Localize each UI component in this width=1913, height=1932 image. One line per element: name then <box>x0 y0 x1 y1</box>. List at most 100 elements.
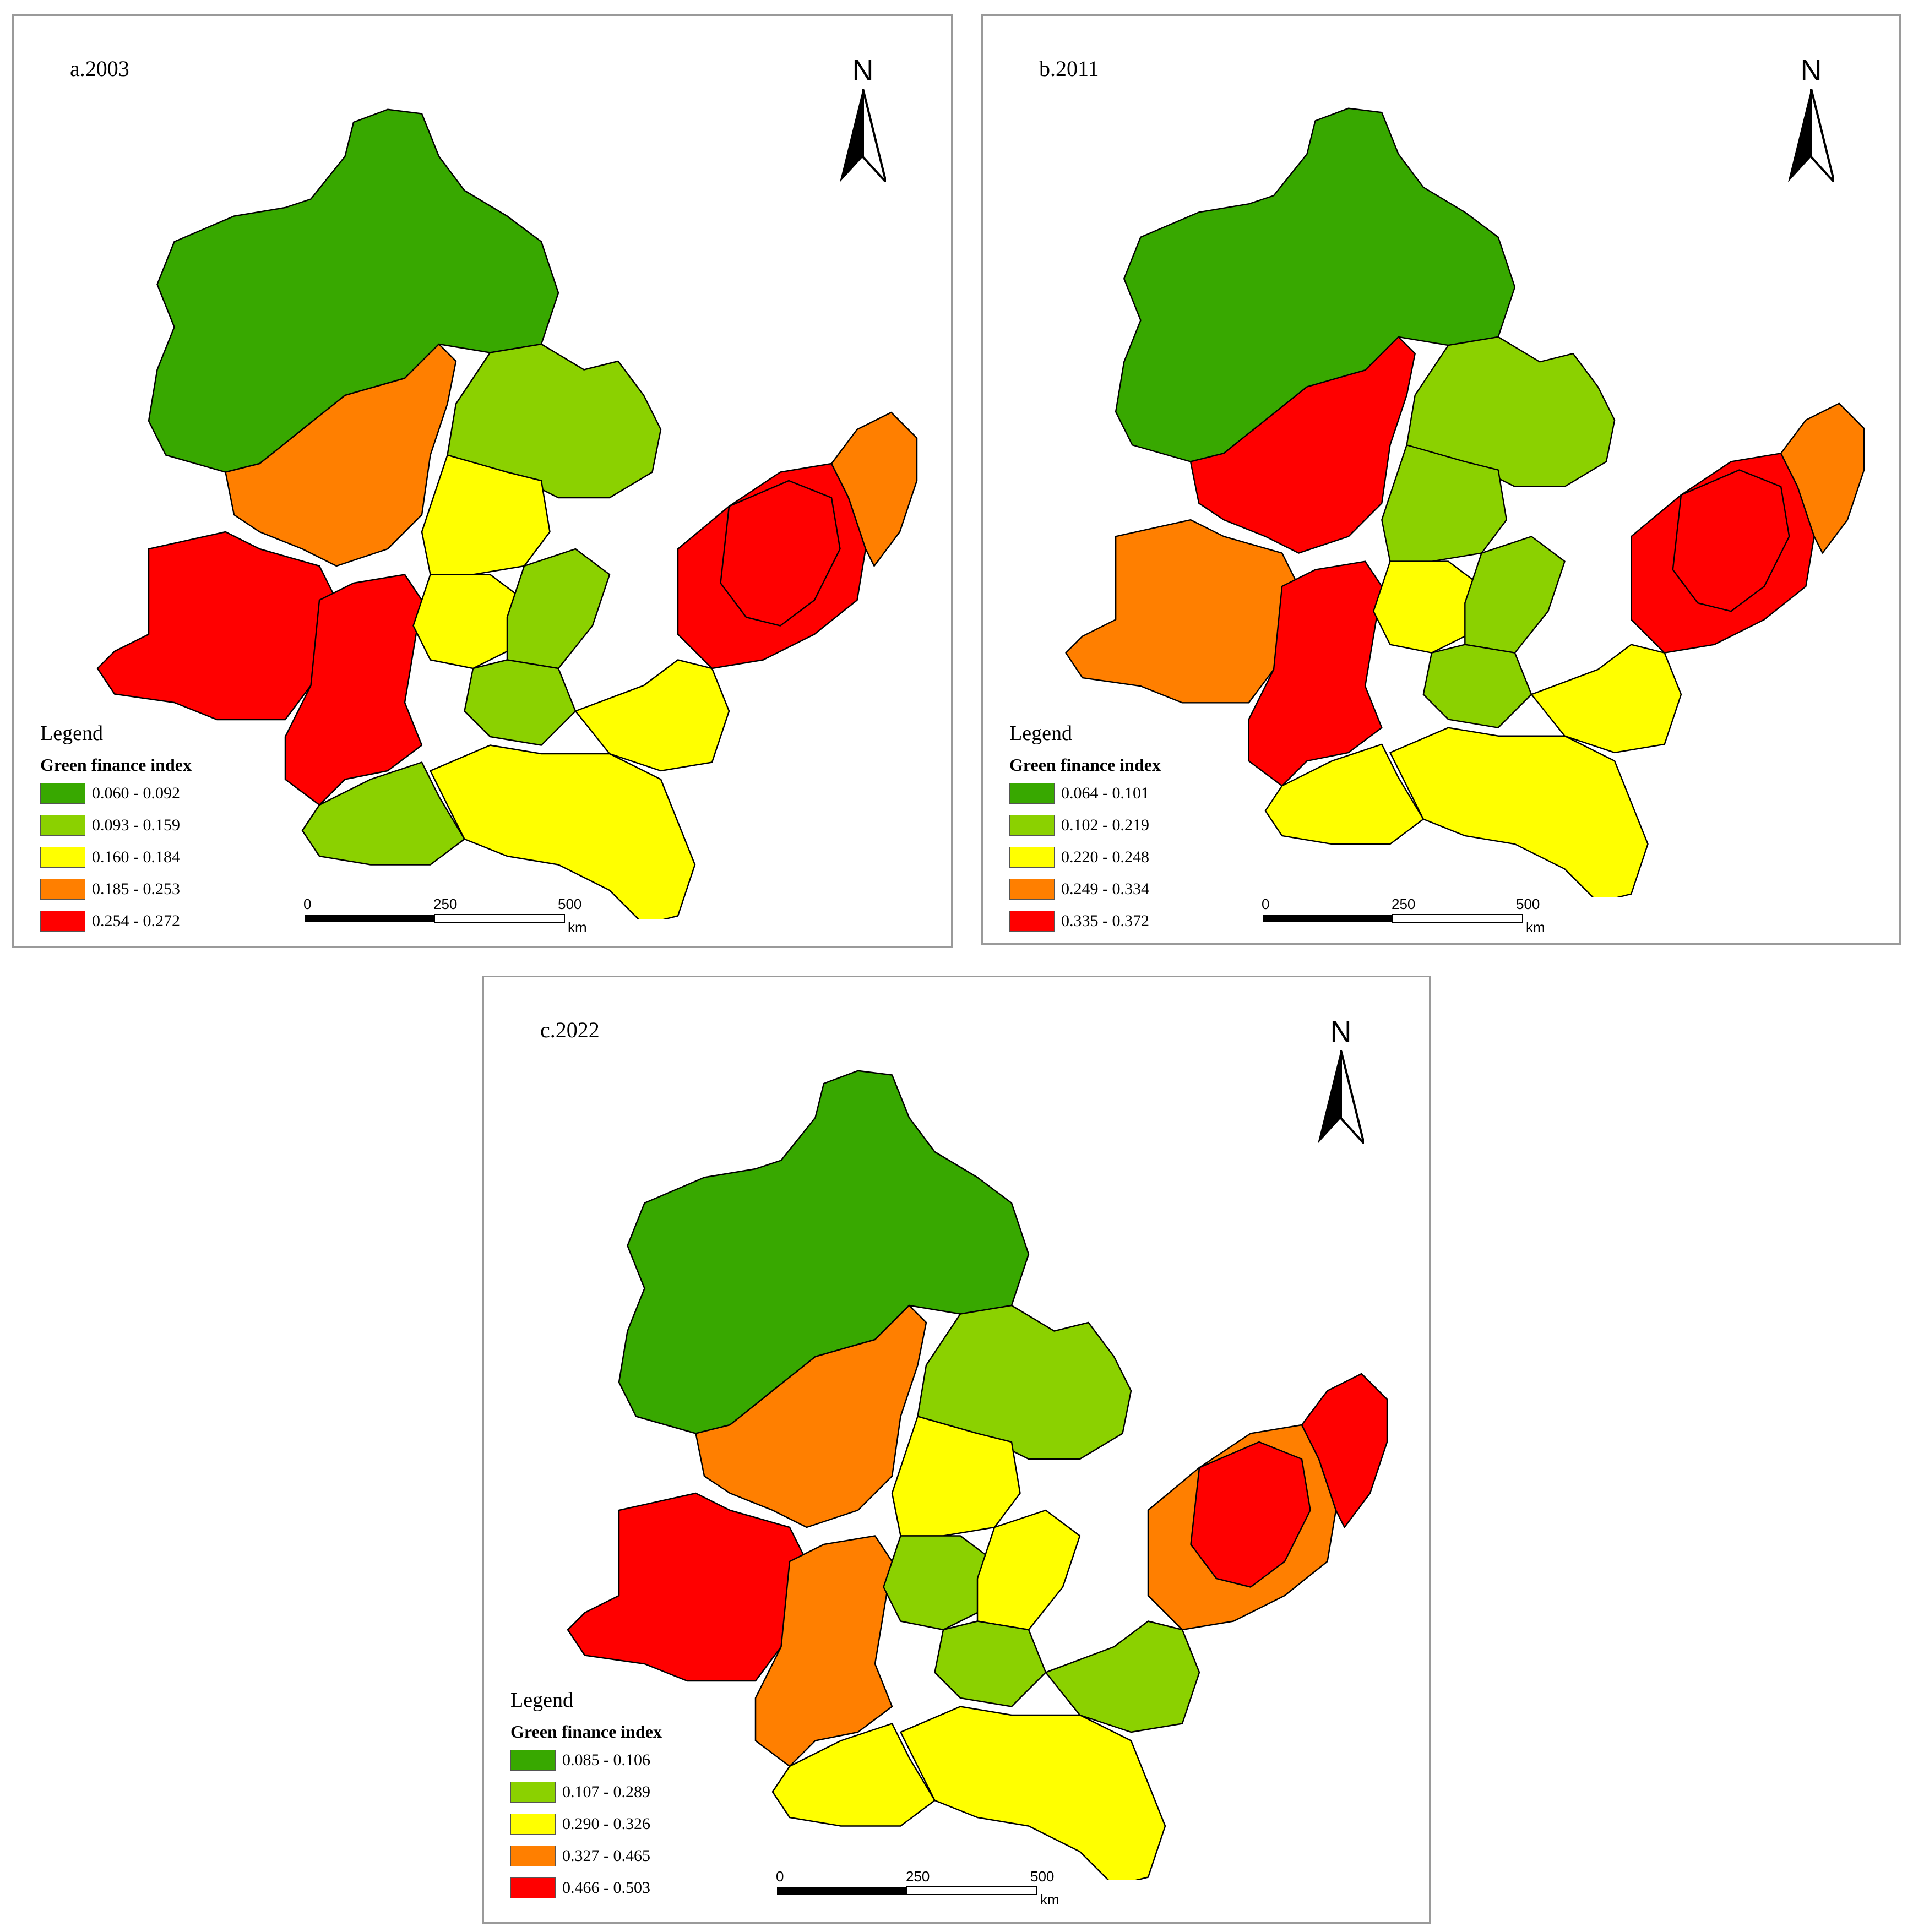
legend-item: 0.102 - 0.219 <box>1009 810 1161 841</box>
scale-bar: 0 250 500 km <box>776 1868 1059 1908</box>
legend-item: 0.327 - 0.465 <box>510 1841 662 1871</box>
map-region <box>1373 560 1482 654</box>
north-arrow-icon: N <box>1313 1016 1368 1148</box>
map-region <box>430 744 696 919</box>
map-region <box>225 343 457 567</box>
map-region <box>1248 560 1383 787</box>
legend-swatch <box>40 815 85 836</box>
legend: Legend Green finance index 0.085 - 0.106… <box>510 1688 662 1903</box>
map-region <box>1190 1441 1311 1588</box>
north-arrow-icon: N <box>835 55 890 187</box>
map-region <box>1672 469 1790 612</box>
north-arrow-icon: N <box>1784 55 1839 187</box>
legend-range: 0.064 - 0.101 <box>1061 784 1149 802</box>
map-region <box>1530 644 1682 754</box>
map-region <box>934 1620 1047 1707</box>
legend-range: 0.085 - 0.106 <box>562 1751 650 1769</box>
legend-swatch <box>1009 847 1055 868</box>
map-region <box>301 761 465 866</box>
legend: Legend Green finance index 0.060 - 0.092… <box>40 721 192 937</box>
map-region <box>1780 402 1865 554</box>
legend-range: 0.327 - 0.465 <box>562 1847 650 1865</box>
region-map <box>96 108 918 919</box>
scale-tick-label: 500 <box>1030 1868 1054 1885</box>
legend-swatch <box>510 1877 556 1898</box>
scale-tick-label: 250 <box>906 1868 930 1885</box>
scale-tick-label: 0 <box>776 1868 784 1885</box>
scale-tick-label: 0 <box>303 896 311 912</box>
legend-heading: Legend <box>510 1689 573 1712</box>
legend-swatch <box>510 1782 556 1803</box>
map-region <box>574 659 730 772</box>
scale-tick-label: 500 <box>558 896 581 912</box>
region-map <box>567 1070 1388 1880</box>
region-map <box>1065 107 1865 897</box>
map-region <box>900 1706 1166 1880</box>
map-region <box>754 1535 893 1767</box>
map-region <box>976 1509 1081 1631</box>
map-region <box>695 1304 927 1528</box>
map-panel-b: b.2011 N Legend Green finance index 0.06… <box>981 14 1901 945</box>
legend-item: 0.185 - 0.253 <box>40 874 192 905</box>
legend-item: 0.064 - 0.101 <box>1009 778 1161 809</box>
panel-title: a.2003 <box>70 56 129 81</box>
map-region <box>464 659 577 746</box>
scale-unit: km <box>568 919 587 935</box>
legend-item: 0.466 - 0.503 <box>510 1873 662 1903</box>
scale-bar: 0 250 500 km <box>1262 896 1545 935</box>
map-region <box>506 548 611 670</box>
legend-range: 0.335 - 0.372 <box>1061 912 1149 930</box>
map-panel-a: a.2003 N Legend Green finance index 0.06… <box>12 14 953 948</box>
panel-title: b.2011 <box>1039 56 1099 81</box>
map-region <box>1422 644 1532 728</box>
map-region <box>830 411 918 567</box>
legend-range: 0.290 - 0.326 <box>562 1815 650 1833</box>
map-region <box>883 1535 996 1631</box>
legend-range: 0.093 - 0.159 <box>92 816 180 834</box>
scale-tick-label: 0 <box>1262 896 1269 912</box>
scale-tick-label: 250 <box>433 896 457 912</box>
legend-swatch <box>40 847 85 868</box>
legend-swatch <box>40 783 85 804</box>
legend-swatch <box>1009 815 1055 836</box>
legend-subtitle: Green finance index <box>40 755 192 775</box>
legend-range: 0.249 - 0.334 <box>1061 880 1149 898</box>
legend-item: 0.160 - 0.184 <box>40 842 192 873</box>
legend-range: 0.107 - 0.289 <box>562 1783 650 1801</box>
north-label: N <box>1330 1015 1352 1048</box>
legend-range: 0.160 - 0.184 <box>92 848 180 866</box>
legend-swatch <box>510 1814 556 1835</box>
map-region <box>567 1492 808 1682</box>
legend-item: 0.107 - 0.289 <box>510 1777 662 1808</box>
scale-unit: km <box>1526 919 1545 935</box>
legend-swatch <box>1009 879 1055 900</box>
legend-swatch <box>40 911 85 932</box>
legend-swatch <box>1009 911 1055 932</box>
legend-swatch <box>510 1846 556 1866</box>
scale-bar: 0 250 500 km <box>303 896 587 935</box>
map-region <box>1065 519 1300 704</box>
legend: Legend Green finance index 0.064 - 0.101… <box>1009 721 1161 937</box>
map-region <box>96 531 338 721</box>
legend-swatch <box>1009 783 1055 804</box>
legend-item: 0.249 - 0.334 <box>1009 874 1161 905</box>
legend-range: 0.466 - 0.503 <box>562 1879 650 1897</box>
map-region <box>284 574 423 806</box>
legend-item: 0.060 - 0.092 <box>40 778 192 809</box>
legend-range: 0.060 - 0.092 <box>92 784 180 802</box>
legend-subtitle: Green finance index <box>510 1722 662 1741</box>
legend-swatch <box>40 879 85 900</box>
panel-title: c.2022 <box>540 1017 600 1042</box>
legend-item: 0.290 - 0.326 <box>510 1809 662 1840</box>
map-region <box>1189 336 1416 554</box>
map-panel-c: c.2022 N Legend Green finance index 0.08… <box>482 976 1431 1924</box>
legend-heading: Legend <box>40 722 103 745</box>
map-region <box>1045 1620 1200 1733</box>
legend-item: 0.093 - 0.159 <box>40 810 192 841</box>
map-region <box>412 574 525 670</box>
legend-item: 0.220 - 0.248 <box>1009 842 1161 873</box>
map-region <box>771 1723 936 1827</box>
map-region <box>720 480 841 627</box>
legend-item: 0.335 - 0.372 <box>1009 906 1161 937</box>
legend-item: 0.085 - 0.106 <box>510 1745 662 1776</box>
